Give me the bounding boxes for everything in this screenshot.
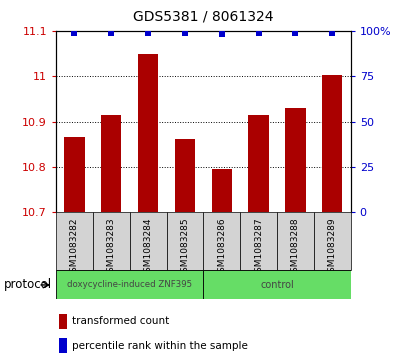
Bar bbox=[285, 108, 305, 212]
Bar bbox=[166, 212, 203, 270]
Point bbox=[71, 30, 78, 36]
Text: doxycycline-induced ZNF395: doxycycline-induced ZNF395 bbox=[67, 281, 192, 289]
Text: GSM1083289: GSM1083289 bbox=[328, 217, 337, 278]
Bar bbox=[249, 115, 269, 212]
Point bbox=[329, 30, 336, 36]
Point bbox=[182, 30, 188, 36]
Bar bbox=[277, 212, 314, 270]
Point bbox=[292, 30, 299, 36]
Text: protocol: protocol bbox=[4, 278, 52, 291]
Bar bbox=[314, 212, 351, 270]
Bar bbox=[59, 338, 67, 353]
Text: GSM1083287: GSM1083287 bbox=[254, 217, 263, 278]
Text: percentile rank within the sample: percentile rank within the sample bbox=[72, 341, 248, 351]
Point bbox=[145, 30, 151, 36]
Bar bbox=[240, 212, 277, 270]
Point bbox=[255, 30, 262, 36]
Bar bbox=[212, 169, 232, 212]
Text: GSM1083283: GSM1083283 bbox=[107, 217, 116, 278]
Bar bbox=[203, 270, 351, 299]
Text: GSM1083284: GSM1083284 bbox=[144, 217, 153, 277]
Text: GSM1083288: GSM1083288 bbox=[291, 217, 300, 278]
Bar bbox=[56, 270, 203, 299]
Point bbox=[108, 30, 115, 36]
Bar bbox=[56, 212, 93, 270]
Bar bbox=[64, 138, 85, 212]
Text: control: control bbox=[260, 280, 294, 290]
Bar bbox=[59, 314, 67, 329]
Bar bbox=[175, 139, 195, 212]
Bar bbox=[322, 75, 342, 212]
Text: GSM1083286: GSM1083286 bbox=[217, 217, 226, 278]
Point bbox=[218, 32, 225, 37]
Text: GDS5381 / 8061324: GDS5381 / 8061324 bbox=[133, 9, 273, 23]
Bar bbox=[138, 53, 158, 212]
Text: GSM1083282: GSM1083282 bbox=[70, 217, 79, 277]
Text: GSM1083285: GSM1083285 bbox=[181, 217, 189, 278]
Bar bbox=[101, 115, 122, 212]
Bar bbox=[93, 212, 129, 270]
Bar bbox=[203, 212, 240, 270]
Bar bbox=[129, 212, 166, 270]
Text: transformed count: transformed count bbox=[72, 317, 169, 326]
